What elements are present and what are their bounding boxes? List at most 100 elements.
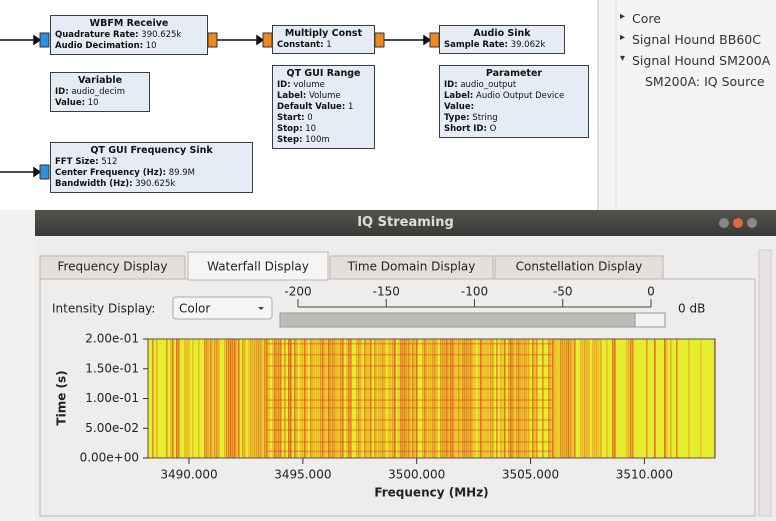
x-axis-label: Frequency (MHz) <box>374 486 488 500</box>
waterfall-stripe <box>228 339 230 458</box>
window-button[interactable] <box>719 218 729 228</box>
block-param: Audio Decimation: 10 <box>55 41 203 52</box>
window-title: IQ Streaming <box>35 210 776 236</box>
param-label: Step: <box>277 135 303 145</box>
waterfall-stripe <box>156 339 158 458</box>
waterfall-stripe <box>462 339 464 458</box>
waterfall-stripe <box>402 339 404 458</box>
waterfall-stripe <box>204 339 206 458</box>
waterfall-stripe <box>318 339 320 458</box>
waterfall-stripe <box>206 339 208 458</box>
waterfall-stripe <box>218 339 220 458</box>
waterfall-stripe <box>448 339 450 458</box>
waterfall-streak <box>266 419 554 421</box>
waterfall-stripe <box>614 339 616 458</box>
tree-item: Core <box>632 11 661 26</box>
waterfall-stripe <box>564 339 566 458</box>
waterfall-stripe <box>216 339 218 458</box>
waterfall-stripe <box>248 339 250 458</box>
y-axis-label: Time (s) <box>55 370 69 425</box>
waterfall-stripe <box>558 339 560 458</box>
param-value: O <box>489 124 497 134</box>
scale-tick-label: -100 <box>461 285 488 299</box>
waterfall-stripe <box>208 339 210 458</box>
waterfall-stripe <box>482 339 484 458</box>
waterfall-stripe <box>214 339 216 458</box>
waterfall-stripe <box>504 339 506 458</box>
param-value: 39.062k <box>510 40 546 50</box>
waterfall-stripe <box>172 339 174 458</box>
waterfall-stripe <box>596 339 598 458</box>
waterfall-stripe <box>556 339 558 458</box>
waterfall-stripe <box>152 339 154 458</box>
waterfall-stripe <box>382 339 384 458</box>
waterfall-stripe <box>306 339 308 458</box>
waterfall-stripe <box>184 339 186 458</box>
block-param: Short ID: O <box>444 124 584 135</box>
tab[interactable] <box>494 255 664 280</box>
waterfall-stripe <box>178 339 180 458</box>
param-label: Label: <box>277 91 307 101</box>
tree-arrow: ▾ <box>620 53 626 64</box>
waterfall-stripe <box>254 339 256 458</box>
y-tick-label: 1.50e-01 <box>85 361 139 375</box>
waterfall-stripe <box>232 339 234 458</box>
waterfall-stripe <box>408 339 410 458</box>
waterfall-stripe <box>464 339 466 458</box>
param-label: FFT Size: <box>55 157 99 167</box>
waterfall-stripe <box>310 339 312 458</box>
block-title: Audio Sink <box>473 28 531 39</box>
waterfall-stripe <box>450 339 452 458</box>
waterfall-stripe <box>376 339 378 458</box>
waterfall-stripe <box>510 339 512 458</box>
tab[interactable] <box>329 255 494 280</box>
param-label: Audio Decimation: <box>55 41 144 51</box>
intensity-slider[interactable] <box>279 312 666 328</box>
window-button[interactable] <box>747 218 757 228</box>
waterfall-stripe <box>272 339 274 458</box>
waterfall-stripe <box>472 339 474 458</box>
block-param: Default Value: 1 <box>277 102 370 113</box>
block: Parameter ID: audio_output Label: Audio Ou… <box>439 65 589 138</box>
waterfall-stripe <box>480 339 482 458</box>
waterfall-stripe <box>586 339 588 458</box>
waterfall-stripe <box>426 339 428 458</box>
waterfall-stripe <box>340 339 342 458</box>
block-title: Multiply Const <box>284 28 363 39</box>
waterfall-stripe <box>320 339 322 458</box>
waterfall-stripe <box>400 339 402 458</box>
waterfall-stripe <box>412 339 414 458</box>
waterfall-stripe <box>256 339 258 458</box>
param-value: String <box>472 113 498 123</box>
waterfall-stripe <box>486 339 488 458</box>
block-param: Step: 100m <box>277 135 370 146</box>
intensity-label: Intensity Display: <box>52 302 155 316</box>
waterfall-stripe <box>264 339 266 458</box>
y-tick-label: 0.00e+00 <box>80 451 139 465</box>
param-label: Default Value: <box>277 102 346 112</box>
waterfall-stripe <box>514 339 516 458</box>
waterfall-stripe <box>424 339 426 458</box>
window-button[interactable] <box>733 218 743 228</box>
waterfall-stripe <box>666 339 668 458</box>
waterfall-stripe <box>580 339 582 458</box>
waterfall-stripe <box>230 339 232 458</box>
waterfall-stripe <box>562 339 564 458</box>
block-param: Value: <box>444 102 584 113</box>
waterfall-stripe <box>572 339 574 458</box>
waterfall-stripe <box>584 339 586 458</box>
waterfall-stripe <box>284 339 286 458</box>
waterfall-stripe <box>460 339 462 458</box>
waterfall-stripe <box>322 339 324 458</box>
waterfall-stripe <box>226 339 228 458</box>
block-param: Label: Volume <box>277 91 370 102</box>
y-tick-label: 2.00e-01 <box>85 332 139 346</box>
waterfall-stripe <box>260 339 262 458</box>
tab[interactable] <box>187 251 329 281</box>
waterfall-stripe <box>606 339 608 458</box>
param-label: Quadrature Rate: <box>55 30 139 40</box>
tab[interactable] <box>39 255 186 280</box>
slider-handle[interactable] <box>634 312 666 328</box>
x-tick-label: 3490.000 <box>160 468 217 482</box>
intensity-dropdown[interactable] <box>172 296 273 320</box>
